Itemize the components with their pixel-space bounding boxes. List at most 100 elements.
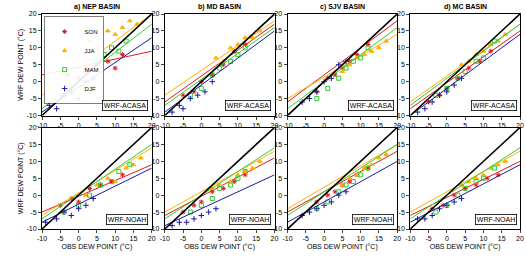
svg-text:5: 5 <box>33 61 37 68</box>
svg-text:15: 15 <box>29 27 37 34</box>
svg-text:0: 0 <box>155 78 159 85</box>
svg-text:-5: -5 <box>399 209 405 216</box>
svg-text:10: 10 <box>111 122 119 129</box>
svg-text:-10: -10 <box>282 235 292 242</box>
svg-text:5: 5 <box>218 122 222 129</box>
svg-text:20: 20 <box>516 235 524 242</box>
svg-text:WRF-ACASA: WRF-ACASA <box>350 102 392 109</box>
svg-text:15: 15 <box>498 235 506 242</box>
svg-text:15: 15 <box>397 141 405 148</box>
svg-text:WRF-NOAH: WRF-NOAH <box>231 216 269 223</box>
svg-text:5: 5 <box>33 175 37 182</box>
svg-text:10: 10 <box>152 158 160 165</box>
svg-text:15: 15 <box>252 235 260 242</box>
svg-text:b) MD BASIN: b) MD BASIN <box>198 3 241 11</box>
svg-text:-10: -10 <box>26 112 36 119</box>
svg-text:5: 5 <box>218 235 222 242</box>
svg-text:15: 15 <box>375 235 383 242</box>
svg-text:d) MC BASIN: d) MC BASIN <box>444 3 487 11</box>
svg-text:10: 10 <box>29 44 37 51</box>
svg-text:-10: -10 <box>149 112 159 119</box>
svg-text:20: 20 <box>393 235 401 242</box>
svg-text:WRF-ACASA: WRF-ACASA <box>473 102 515 109</box>
svg-text:0: 0 <box>278 192 282 199</box>
svg-text:5: 5 <box>340 235 344 242</box>
svg-text:WRF-NOAH: WRF-NOAH <box>477 216 516 223</box>
svg-text:15: 15 <box>130 235 138 242</box>
svg-text:10: 10 <box>480 122 488 129</box>
svg-text:OBS DEW POINT (°C): OBS DEW POINT (°C) <box>430 243 501 251</box>
svg-text:15: 15 <box>152 141 160 148</box>
svg-text:-5: -5 <box>425 235 431 242</box>
svg-text:20: 20 <box>516 122 524 129</box>
svg-text:15: 15 <box>152 27 160 34</box>
svg-text:-5: -5 <box>303 235 309 242</box>
svg-text:10: 10 <box>234 122 242 129</box>
svg-text:0: 0 <box>33 192 37 199</box>
svg-text:JJA: JJA <box>85 48 95 54</box>
svg-text:-5: -5 <box>153 209 159 216</box>
svg-text:-5: -5 <box>57 122 63 129</box>
svg-text:-5: -5 <box>399 95 405 102</box>
svg-text:5: 5 <box>463 235 467 242</box>
svg-text:10: 10 <box>29 158 37 165</box>
svg-text:20: 20 <box>271 235 279 242</box>
svg-text:5: 5 <box>401 175 405 182</box>
svg-text:20: 20 <box>397 10 405 17</box>
svg-text:10: 10 <box>397 158 405 165</box>
svg-text:10: 10 <box>357 235 365 242</box>
svg-text:15: 15 <box>274 141 282 148</box>
svg-text:5: 5 <box>155 61 159 68</box>
svg-text:OBS DEW POINT (°C): OBS DEW POINT (°C) <box>307 243 378 251</box>
svg-text:-10: -10 <box>26 225 36 232</box>
svg-text:20: 20 <box>397 124 405 131</box>
svg-text:20: 20 <box>152 10 160 17</box>
svg-text:MAM: MAM <box>85 67 99 73</box>
svg-text:SON: SON <box>85 29 98 35</box>
svg-text:10: 10 <box>274 158 282 165</box>
svg-text:-5: -5 <box>276 95 282 102</box>
svg-text:10: 10 <box>234 235 242 242</box>
svg-text:-10: -10 <box>272 112 282 119</box>
svg-text:-5: -5 <box>30 95 36 102</box>
svg-text:15: 15 <box>397 27 405 34</box>
svg-text:WRF DEW POINT (°C): WRF DEW POINT (°C) <box>17 142 25 214</box>
svg-text:5: 5 <box>401 61 405 68</box>
svg-text:-5: -5 <box>180 122 186 129</box>
svg-text:0: 0 <box>401 192 405 199</box>
svg-text:20: 20 <box>148 122 156 129</box>
svg-text:5: 5 <box>278 175 282 182</box>
svg-text:0: 0 <box>445 235 449 242</box>
svg-text:-5: -5 <box>153 95 159 102</box>
svg-text:-10: -10 <box>405 235 415 242</box>
svg-text:a) NEP BASIN: a) NEP BASIN <box>74 3 120 11</box>
svg-text:0: 0 <box>278 78 282 85</box>
svg-text:0: 0 <box>77 122 81 129</box>
svg-text:10: 10 <box>357 122 365 129</box>
svg-text:20: 20 <box>271 122 279 129</box>
svg-text:-5: -5 <box>276 209 282 216</box>
svg-text:-10: -10 <box>160 122 170 129</box>
svg-text:20: 20 <box>29 124 37 131</box>
svg-text:20: 20 <box>29 10 37 17</box>
svg-text:WRF-NOAH: WRF-NOAH <box>354 216 393 223</box>
svg-text:DJF: DJF <box>85 86 96 92</box>
svg-text:-10: -10 <box>37 235 47 242</box>
svg-text:10: 10 <box>274 44 282 51</box>
svg-text:-5: -5 <box>57 235 63 242</box>
svg-text:0: 0 <box>322 235 326 242</box>
svg-text:15: 15 <box>274 27 282 34</box>
svg-text:20: 20 <box>152 124 160 131</box>
svg-text:0: 0 <box>155 192 159 199</box>
svg-text:-10: -10 <box>37 122 47 129</box>
svg-text:0: 0 <box>199 122 203 129</box>
svg-text:10: 10 <box>397 44 405 51</box>
svg-text:-10: -10 <box>149 225 159 232</box>
svg-text:-5: -5 <box>303 122 309 129</box>
svg-text:0: 0 <box>199 235 203 242</box>
svg-text:0: 0 <box>401 78 405 85</box>
svg-text:-10: -10 <box>160 235 170 242</box>
svg-text:5: 5 <box>463 122 467 129</box>
svg-text:0: 0 <box>445 122 449 129</box>
svg-text:5: 5 <box>278 61 282 68</box>
